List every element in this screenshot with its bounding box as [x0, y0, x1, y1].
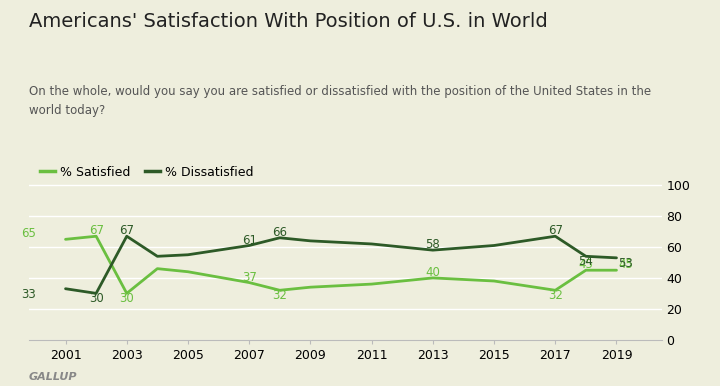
Text: 66: 66	[272, 226, 287, 239]
Text: 67: 67	[89, 224, 104, 237]
Text: On the whole, would you say you are satisfied or dissatisfied with the position : On the whole, would you say you are sati…	[29, 85, 651, 117]
Text: 45: 45	[578, 258, 593, 271]
Text: 30: 30	[89, 292, 104, 305]
Text: 53: 53	[618, 257, 633, 270]
Text: 54: 54	[578, 255, 593, 268]
Text: 45: 45	[618, 258, 633, 271]
Legend: % Satisfied, % Dissatisfied: % Satisfied, % Dissatisfied	[35, 161, 259, 184]
Text: 40: 40	[426, 266, 440, 279]
Text: 58: 58	[426, 238, 440, 251]
Text: 32: 32	[272, 289, 287, 302]
Text: 61: 61	[242, 234, 257, 247]
Text: 37: 37	[242, 271, 256, 284]
Text: 67: 67	[548, 224, 563, 237]
Text: 33: 33	[22, 288, 36, 301]
Text: Americans' Satisfaction With Position of U.S. in World: Americans' Satisfaction With Position of…	[29, 12, 547, 30]
Text: GALLUP: GALLUP	[29, 372, 77, 382]
Text: 67: 67	[120, 224, 134, 237]
Text: 32: 32	[548, 289, 563, 302]
Text: 65: 65	[22, 227, 36, 240]
Text: 30: 30	[120, 292, 134, 305]
